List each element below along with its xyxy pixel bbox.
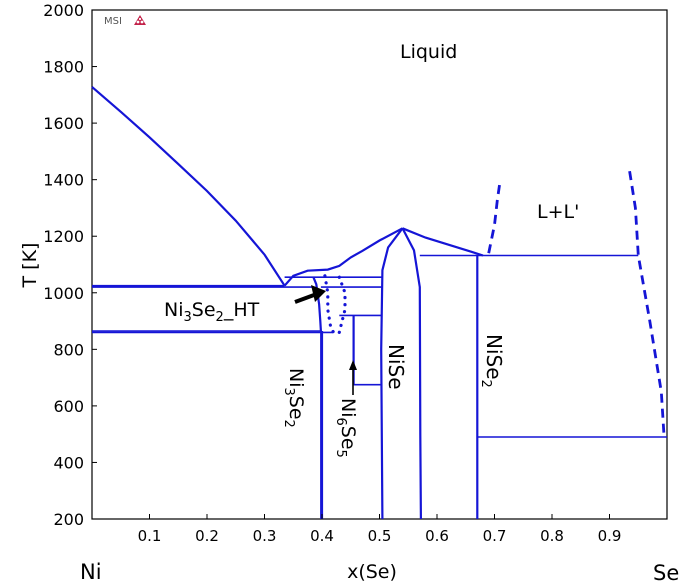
two-liquid-region-label: L+L' bbox=[537, 201, 579, 223]
y-axis-label: T [K] bbox=[19, 243, 41, 289]
phase-boundary-lines bbox=[91, 86, 667, 520]
right-end-label: Se bbox=[653, 561, 679, 585]
phase-boundary-solid-2 bbox=[402, 227, 484, 257]
y-tick-label: 1200 bbox=[43, 227, 84, 246]
x-tick-label: 0.6 bbox=[425, 527, 449, 545]
phase-boundary-solid-5 bbox=[312, 276, 322, 332]
x-axis-label: x(Se) bbox=[347, 561, 397, 583]
y-tick-label: 600 bbox=[53, 397, 84, 416]
phase-boundary-dashed-20 bbox=[487, 179, 502, 254]
phase-boundary-solid-4 bbox=[401, 227, 422, 520]
left-end-label: Ni bbox=[80, 560, 102, 584]
phase-boundary-dotted-23 bbox=[337, 275, 347, 334]
phase-boundary-solid-0 bbox=[91, 86, 286, 287]
x-tick-label: 0.7 bbox=[483, 527, 507, 545]
y-axis-ticks: 200 400 600 800 1000 1200 1400 1600 1800 2000 bbox=[43, 1, 97, 529]
phase-boundary-dotted-22 bbox=[323, 274, 336, 334]
nise-label: NiSe bbox=[384, 344, 408, 390]
y-tick-label: 1800 bbox=[43, 58, 84, 77]
x-tick-label: 0.9 bbox=[598, 527, 622, 545]
phase-boundary-dashed-21 bbox=[628, 170, 666, 438]
y-tick-label: 1000 bbox=[43, 284, 84, 303]
ni3se2-ht-label: Ni3Se2_HT bbox=[164, 299, 260, 325]
x-tick-label: 0.3 bbox=[253, 527, 277, 545]
x-tick-label: 0.2 bbox=[195, 527, 219, 545]
y-tick-label: 1600 bbox=[43, 114, 84, 133]
phase-boundary-solid-3 bbox=[380, 227, 404, 520]
y-tick-label: 1400 bbox=[43, 171, 84, 190]
y-tick-label: 400 bbox=[53, 453, 84, 472]
x-tick-label: 0.8 bbox=[540, 527, 564, 545]
ni3se2-label: Ni3Se2 bbox=[281, 368, 307, 428]
y-tick-label: 200 bbox=[53, 510, 84, 529]
y-tick-label: 800 bbox=[53, 340, 84, 359]
x-tick-label: 0.5 bbox=[368, 527, 392, 545]
msi-logo-icon bbox=[134, 15, 146, 25]
msi-logo-text: MSI bbox=[104, 16, 122, 27]
liquid-region-label: Liquid bbox=[400, 41, 457, 63]
plot-area-frame bbox=[91, 9, 668, 520]
x-tick-label: 0.1 bbox=[138, 527, 162, 545]
ni6se5-arrow bbox=[349, 360, 357, 395]
phase-boundary-solid-1 bbox=[283, 227, 404, 287]
x-axis-ticks: 0.1 0.2 0.3 0.4 0.5 0.6 0.7 0.8 0.9 bbox=[138, 514, 622, 545]
y-tick-label: 2000 bbox=[43, 1, 84, 20]
nise2-label: NiSe2 bbox=[478, 334, 506, 388]
msi-logo: MSI bbox=[104, 15, 146, 27]
x-tick-label: 0.4 bbox=[310, 527, 334, 545]
ni6se5-label: Ni6Se5 bbox=[333, 398, 359, 458]
ni3se2-ht-arrow bbox=[294, 285, 326, 304]
